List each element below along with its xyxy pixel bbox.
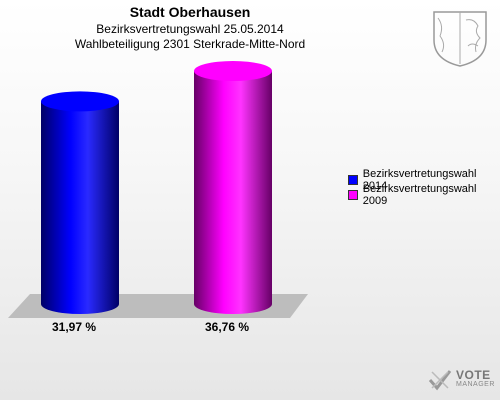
bar-cap-2014	[41, 91, 119, 112]
vote-manager-logo: VOTE MANAGER	[428, 368, 495, 392]
bar-2009	[194, 61, 272, 314]
logo-text-main: VOTE	[456, 368, 491, 382]
bar-body-2014	[41, 101, 119, 314]
bar-body-2009	[194, 71, 272, 314]
value-label-2009: 36,76 %	[205, 320, 249, 334]
chart-subtitle-turnout: Wahlbeteiligung 2301 Sterkrade-Mitte-Nor…	[74, 37, 306, 51]
legend-label-2014: Bezirksvertretungswahl 2014	[362, 167, 477, 192]
legend-swatch-2014	[348, 174, 358, 185]
vote-manager-logo-icon	[428, 370, 452, 391]
bar-cap-2009	[194, 61, 272, 81]
bar-2014	[41, 91, 119, 314]
coat-of-arms-icon	[433, 11, 487, 67]
logo-text-sub: MANAGER	[456, 381, 495, 388]
chart-subtitle-election: Bezirksvertretungswahl 25.05.2014	[96, 22, 284, 36]
legend-label-2009: Bezirksvertretungswahl 2009	[362, 182, 477, 207]
legend-item-2014: Bezirksvertretungswahl 2014	[348, 168, 500, 192]
legend-swatch-2009	[348, 189, 358, 200]
chart-title: Stadt Oberhausen	[129, 4, 251, 20]
chart-legend: Bezirksvertretungswahl 2014 Bezirksvertr…	[348, 168, 500, 207]
legend-item-2009: Bezirksvertretungswahl 2009	[348, 183, 500, 207]
value-label-2014: 31,97 %	[52, 320, 96, 334]
